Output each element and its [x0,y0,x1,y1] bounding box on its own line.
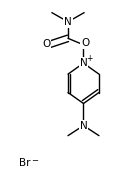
Text: O: O [42,39,51,49]
Text: −: − [32,156,38,165]
Text: N: N [80,121,87,131]
Text: O: O [81,38,89,48]
Text: +: + [86,54,92,63]
Text: N: N [64,17,72,27]
Text: Br: Br [18,158,30,168]
Text: N: N [80,58,87,68]
